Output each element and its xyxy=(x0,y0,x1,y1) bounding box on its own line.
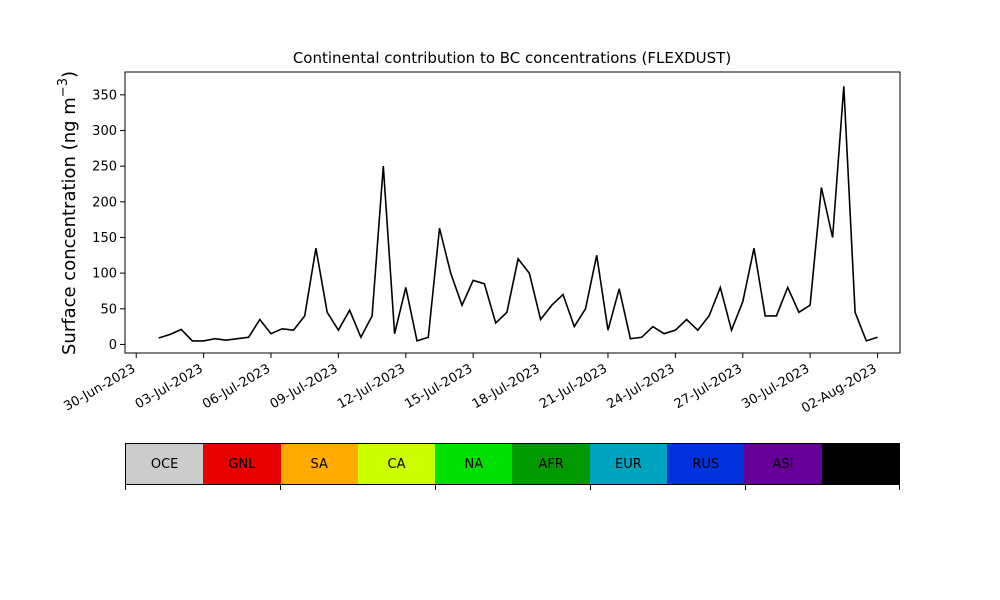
y-axis-ticks: 0 50 100 150 200 250 300 350 xyxy=(92,88,125,353)
legend-cell-oce: OCE xyxy=(126,444,204,484)
legend-cell-sa: SA xyxy=(280,444,358,484)
y-tick-label: 150 xyxy=(92,231,117,246)
y-tick-label: 250 xyxy=(92,160,117,175)
legend-cell-afr: AFR xyxy=(512,444,590,484)
legend-cell-aus: AUS xyxy=(821,444,899,484)
x-tick-label: 02-Aug-2023 xyxy=(799,361,879,416)
legend-cell-ca: CA xyxy=(357,444,436,484)
colorbar-ticks xyxy=(125,485,900,491)
x-tick-label: 03-Jul-2023 xyxy=(133,361,206,412)
y-tick-label: 200 xyxy=(92,195,117,210)
y-tick-label: 0 xyxy=(109,338,117,353)
legend-cell-eur: EUR xyxy=(589,444,668,484)
area-chart: Continental contribution to BC concentra… xyxy=(56,49,901,417)
x-tick-label: 21-Jul-2023 xyxy=(537,361,610,412)
x-tick-label: 30-Jun-2023 xyxy=(61,361,138,414)
region-colorbar-legend: OCE GNL SA CA NA AFR EUR RUS ASI AUS xyxy=(125,443,900,485)
plot-frame xyxy=(124,71,901,354)
y-tick-label: 300 xyxy=(92,124,117,139)
x-tick-label: 24-Jul-2023 xyxy=(605,361,678,412)
y-tick-label: 50 xyxy=(100,302,117,317)
x-axis-ticks: 30-Jun-202303-Jul-202306-Jul-202309-Jul-… xyxy=(61,353,880,417)
chart-title: Continental contribution to BC concentra… xyxy=(293,49,731,67)
legend-cell-asi: ASI xyxy=(744,444,822,484)
y-axis-label: Surface concentration (ng m−3) xyxy=(56,71,80,355)
x-tick-label: 27-Jul-2023 xyxy=(672,361,745,412)
x-tick-label: 06-Jul-2023 xyxy=(200,361,273,412)
legend-cell-gnl: GNL xyxy=(203,444,281,484)
x-tick-label: 12-Jul-2023 xyxy=(335,361,408,412)
x-tick-label: 09-Jul-2023 xyxy=(268,361,341,412)
y-tick-label: 100 xyxy=(92,267,117,282)
x-tick-label: 15-Jul-2023 xyxy=(402,361,475,412)
total-concentration-line xyxy=(158,86,878,342)
legend-cell-rus: RUS xyxy=(667,444,745,484)
legend-cell-na: NA xyxy=(435,444,513,484)
x-tick-label: 18-Jul-2023 xyxy=(470,361,543,412)
y-tick-label: 350 xyxy=(92,88,117,103)
